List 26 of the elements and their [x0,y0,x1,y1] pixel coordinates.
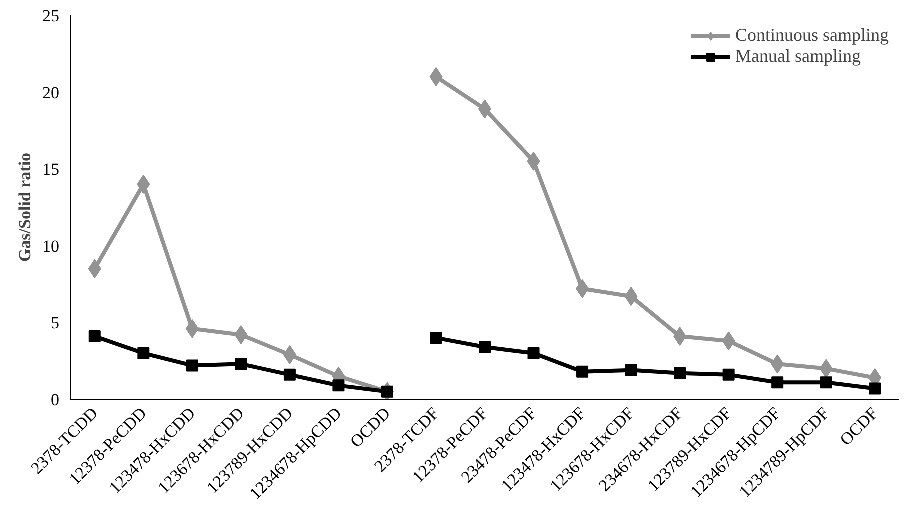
legend-label: Continuous sampling [735,25,889,46]
legend-label: Manual sampling [735,46,861,67]
point [772,376,784,389]
point [576,366,589,378]
point [186,360,198,372]
y-tick-label: 20 [42,83,60,102]
point [88,330,101,343]
point [138,347,150,360]
point [625,364,638,376]
point [430,332,442,344]
point [820,376,832,389]
y-axis-title: Gas/Solid ratio [16,152,34,262]
point [674,367,686,380]
y-tick-label: 10 [42,236,60,256]
y-tick-label: 5 [51,314,60,333]
point [528,347,540,360]
point [284,368,296,381]
y-tick-label: 25 [42,6,60,26]
point [332,380,345,392]
point [869,382,882,395]
point [235,358,248,370]
y-tick-label: 15 [42,160,60,180]
y-tick-label: 0 [51,390,60,410]
point [722,368,735,381]
point [479,341,491,354]
point [381,386,394,398]
